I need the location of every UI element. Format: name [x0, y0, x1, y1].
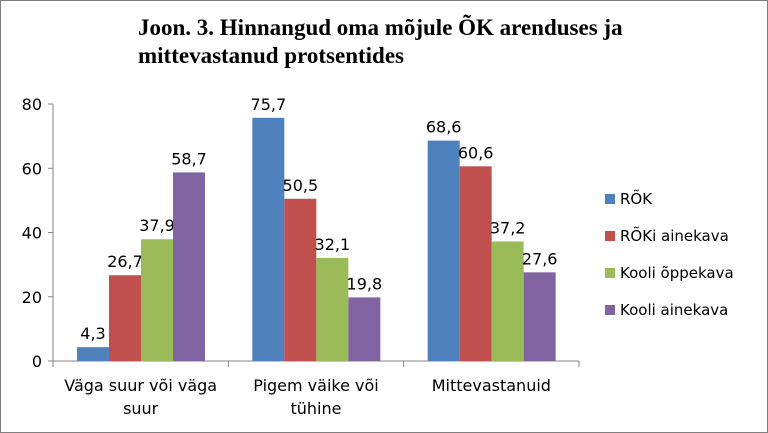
bar [141, 239, 173, 361]
y-tick-label: 0 [32, 352, 42, 371]
category-label: Pigem väike või [253, 376, 378, 395]
bar [523, 272, 556, 361]
data-label: 50,5 [283, 176, 319, 195]
legend-swatch [605, 305, 615, 315]
bar [316, 257, 349, 361]
data-label: 75,7 [251, 95, 287, 114]
category-label: tühine [291, 399, 342, 418]
bar [427, 140, 460, 361]
y-tick-label: 80 [22, 95, 42, 114]
y-tick-label: 40 [22, 224, 42, 243]
chart-title-line-2: mittevastanud protsentides [138, 43, 405, 68]
legend-swatch [605, 194, 615, 204]
bar [109, 275, 141, 361]
category-label: suur [123, 399, 159, 418]
legend-label: Kooli ainekava [620, 301, 728, 319]
category-label: Väga suur või väga [64, 376, 217, 395]
bar [252, 117, 285, 361]
bar [284, 198, 317, 361]
y-tick-label: 60 [22, 159, 42, 178]
data-label: 26,7 [107, 252, 143, 271]
bar [173, 172, 205, 361]
bar [348, 297, 381, 361]
bar [77, 347, 109, 361]
data-label: 32,1 [315, 235, 351, 254]
data-label: 60,6 [458, 143, 494, 162]
data-label: 37,9 [139, 216, 175, 235]
legend-label: Kooli õppekava [620, 264, 734, 282]
chart-title: Joon. 3. Hinnangud oma mõjule ÕK arendus… [138, 14, 698, 70]
data-label: 19,8 [347, 274, 383, 293]
legend-swatch [605, 268, 615, 278]
data-label: 37,2 [490, 218, 526, 237]
category-label: Mittevastanuid [432, 376, 551, 395]
data-label: 68,6 [426, 118, 462, 137]
chart-title-line-1: Joon. 3. Hinnangud oma mõjule ÕK arendus… [138, 15, 623, 40]
legend-label: RÕK [620, 189, 653, 208]
data-label: 4,3 [80, 324, 105, 343]
legend-swatch [605, 231, 615, 241]
data-label: 58,7 [171, 149, 207, 168]
bar [491, 241, 524, 361]
data-label: 27,6 [522, 249, 558, 268]
legend-label: RÕKi ainekava [620, 226, 729, 245]
y-tick-label: 20 [22, 288, 42, 307]
bar [459, 166, 492, 361]
